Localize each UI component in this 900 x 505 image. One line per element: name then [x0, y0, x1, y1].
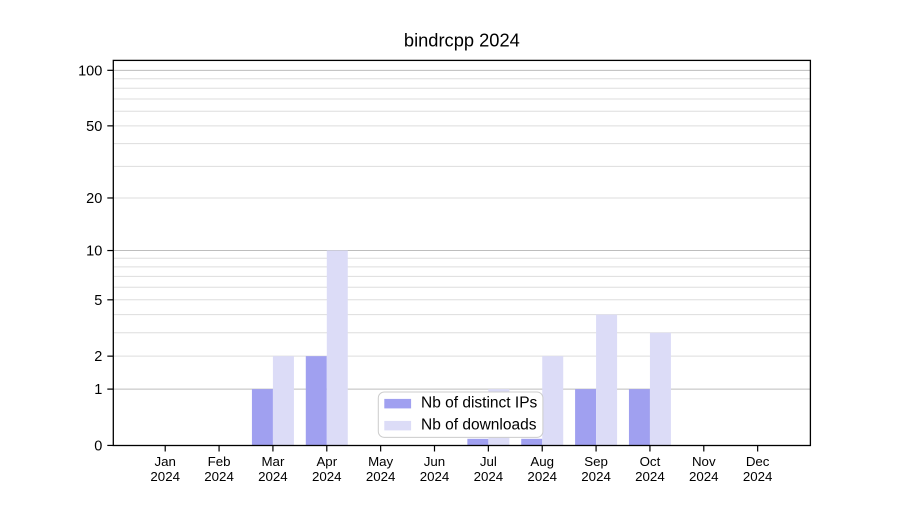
svg-text:Dec: Dec [746, 454, 770, 469]
svg-text:2024: 2024 [581, 469, 611, 484]
svg-text:100: 100 [78, 63, 102, 79]
svg-text:10: 10 [86, 244, 102, 260]
svg-text:2024: 2024 [312, 469, 342, 484]
svg-text:2024: 2024 [366, 469, 396, 484]
svg-text:20: 20 [86, 191, 102, 207]
svg-text:Oct: Oct [640, 454, 661, 469]
svg-text:2024: 2024 [527, 469, 557, 484]
svg-text:Nb of distinct IPs: Nb of distinct IPs [421, 395, 538, 412]
svg-text:2: 2 [94, 349, 102, 365]
svg-text:2024: 2024 [474, 469, 504, 484]
svg-text:2024: 2024 [689, 469, 719, 484]
svg-text:Feb: Feb [208, 454, 231, 469]
svg-text:1: 1 [94, 382, 102, 398]
svg-text:50: 50 [86, 119, 102, 135]
svg-text:Sep: Sep [584, 454, 608, 469]
svg-text:Mar: Mar [261, 454, 284, 469]
svg-text:2024: 2024 [635, 469, 665, 484]
svg-text:2024: 2024 [150, 469, 180, 484]
svg-text:Aug: Aug [530, 454, 554, 469]
svg-text:2024: 2024 [258, 469, 288, 484]
svg-text:2024: 2024 [204, 469, 234, 484]
svg-text:May: May [368, 454, 393, 469]
svg-text:Nov: Nov [692, 454, 716, 469]
svg-text:2024: 2024 [743, 469, 773, 484]
svg-text:Jul: Jul [480, 454, 497, 469]
svg-text:Jun: Jun [424, 454, 445, 469]
svg-text:Apr: Apr [316, 454, 337, 469]
svg-text:5: 5 [94, 293, 102, 309]
svg-text:2024: 2024 [420, 469, 450, 484]
svg-text:Jan: Jan [154, 454, 175, 469]
svg-text:bindrcpp 2024: bindrcpp 2024 [404, 30, 520, 51]
svg-text:Nb of downloads: Nb of downloads [421, 417, 537, 434]
svg-text:0: 0 [94, 438, 102, 454]
